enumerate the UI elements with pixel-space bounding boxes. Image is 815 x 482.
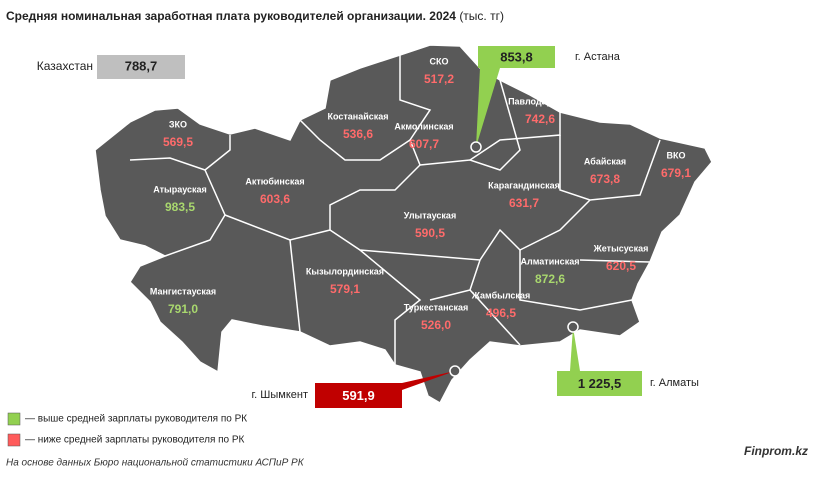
legend-swatch [7,433,21,447]
region-labels: ЗКО 569,5 Атырауская 983,5 Актюбинская 603,6 М… [150,56,691,332]
legend-label: — ниже средней зарплаты руководителя по … [25,435,245,446]
region-name: Жамбылская [471,290,530,300]
city-value: 591,9 [342,388,375,403]
region-value: 579,1 [330,282,360,296]
region-name: Туркестанская [404,302,469,312]
region-value: 496,5 [486,306,516,320]
city-value: 853,8 [500,49,533,64]
region-value: 673,8 [590,172,620,186]
region-value: 607,7 [409,137,439,151]
region-value: 517,2 [424,72,454,86]
region-name: Мангистауская [150,286,216,296]
city-name: г. Алматы [650,377,699,389]
region-name: СКО [430,56,449,66]
region-value: 590,5 [415,226,445,240]
title: Средняя номинальная заработная плата рук… [6,9,504,23]
region-name: Атырауская [153,184,207,194]
region-borders [129,55,661,365]
region-name: Актюбинская [245,176,304,186]
region-name: ЗКО [169,119,187,129]
region-name: Павлодарская [508,96,572,106]
region-name: Акмолинская [394,121,453,131]
city-callouts: 853,8 г. Астана 1 225,5 г. Алматы 591,9 г. Шы… [252,46,699,408]
region-name: Карагандинская [488,180,560,190]
legend-swatch [7,412,21,426]
city-marker [449,365,461,377]
city-box [478,46,555,68]
legend: — выше средней зарплаты руководителя по … [7,412,247,447]
region-value: 679,1 [661,166,691,180]
title-text: Средняя номинальная заработная плата рук… [6,9,456,23]
region-value: 791,0 [168,302,198,316]
callout-pointer [476,68,500,147]
city-value: 1 225,5 [578,376,621,391]
city-name: г. Шымкент [252,389,309,401]
region-name: Костанайская [327,111,388,121]
unit: (тыс. тг) [459,9,504,23]
region-name: Абайская [584,156,626,166]
city-box [557,371,642,396]
region-value: 983,5 [165,200,195,214]
region-value: 620,5 [606,259,636,273]
source: На основе данных Бюро национальной стати… [6,458,305,469]
callout-pointer [402,371,455,390]
brand: Finprom.kz [744,444,808,458]
country-box [97,55,185,79]
region-name: Улытауская [404,210,456,220]
legend-label: — выше средней зарплаты руководителя по … [25,414,247,425]
region-value: 872,6 [535,272,565,286]
region-name: Кызылординская [306,266,384,276]
region-name: Алматинская [521,256,580,266]
callout-pointer [570,327,580,371]
region-name: Жетысуская [593,243,649,253]
region-value: 742,6 [525,112,555,126]
country-value: 788,7 [125,58,158,73]
region-value: 536,6 [343,127,373,141]
region-value: 631,7 [509,196,539,210]
city-name: г. Астана [575,51,621,63]
country-label: Казахстан [37,59,93,73]
region-value: 526,0 [421,318,451,332]
region-value: 603,6 [260,192,290,206]
city-marker [470,141,482,153]
city-box [315,383,402,408]
region-value: 569,5 [163,135,193,149]
city-marker [567,321,579,333]
region-name: ВКО [667,150,686,160]
country-shape [94,44,713,405]
